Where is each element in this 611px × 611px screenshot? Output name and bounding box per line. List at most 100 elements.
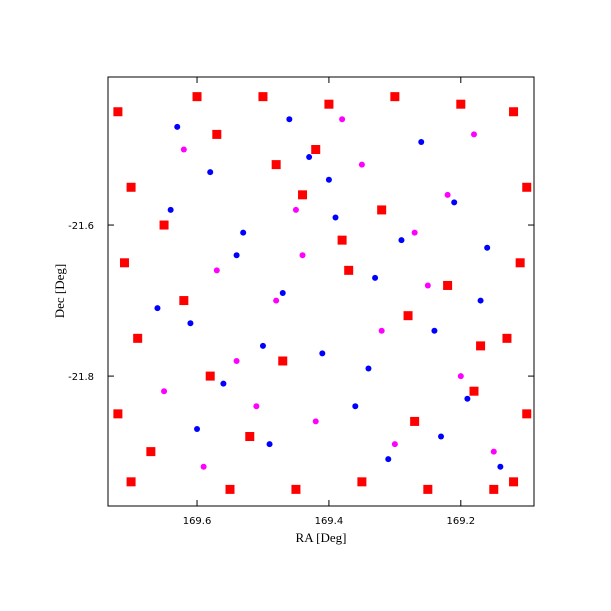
mask-square bbox=[377, 205, 387, 215]
point bbox=[464, 395, 471, 402]
point bbox=[233, 252, 240, 259]
point bbox=[312, 418, 319, 425]
point bbox=[161, 388, 168, 395]
mask-square bbox=[522, 182, 532, 192]
mask-square bbox=[456, 99, 466, 109]
point bbox=[273, 297, 280, 304]
mask-square bbox=[337, 235, 347, 245]
point bbox=[352, 403, 359, 410]
y-tick-label: -21.6 bbox=[68, 221, 94, 232]
point bbox=[365, 365, 372, 372]
point bbox=[378, 327, 385, 334]
x-tick-label: 169.6 bbox=[183, 516, 212, 527]
point bbox=[438, 433, 445, 440]
mask-square bbox=[509, 107, 519, 117]
mask-square bbox=[133, 333, 143, 343]
point bbox=[174, 123, 181, 130]
point bbox=[470, 131, 477, 138]
point bbox=[253, 403, 260, 410]
point bbox=[167, 206, 174, 213]
point bbox=[385, 456, 392, 463]
mask-square bbox=[357, 477, 367, 487]
point bbox=[319, 350, 326, 357]
mask-square bbox=[522, 409, 532, 419]
point bbox=[457, 373, 464, 380]
point bbox=[490, 448, 497, 455]
mask-square bbox=[291, 484, 301, 494]
mask-square bbox=[258, 92, 268, 102]
point bbox=[339, 116, 346, 123]
point bbox=[187, 320, 194, 327]
x-tick-label: 169.2 bbox=[446, 516, 475, 527]
x-axis-label: RA [Deg] bbox=[296, 530, 347, 545]
mask-square bbox=[271, 160, 281, 170]
mask-square bbox=[225, 484, 235, 494]
point bbox=[444, 191, 451, 198]
point bbox=[332, 214, 339, 221]
point bbox=[398, 237, 405, 244]
point bbox=[391, 441, 398, 448]
point bbox=[207, 169, 214, 176]
point bbox=[299, 252, 306, 259]
mask-square bbox=[298, 190, 308, 200]
mask-square bbox=[390, 92, 400, 102]
point bbox=[497, 463, 504, 470]
point bbox=[325, 176, 332, 183]
mask-square bbox=[476, 341, 486, 351]
point bbox=[418, 138, 425, 145]
mask-square bbox=[192, 92, 202, 102]
point bbox=[200, 463, 207, 470]
mask-square bbox=[509, 477, 519, 487]
point bbox=[306, 154, 313, 161]
y-axis-label: Dec [Deg] bbox=[52, 264, 67, 319]
plot-frame bbox=[107, 76, 535, 507]
mask-square bbox=[515, 258, 525, 268]
mask-square bbox=[410, 416, 420, 426]
point bbox=[154, 305, 161, 312]
point bbox=[286, 116, 293, 123]
point bbox=[424, 282, 431, 289]
point bbox=[484, 244, 491, 251]
mask-square bbox=[423, 484, 433, 494]
mask-square bbox=[311, 145, 321, 155]
mask-square bbox=[245, 432, 255, 442]
mask-square bbox=[205, 371, 215, 381]
point bbox=[372, 274, 379, 281]
mask-square bbox=[113, 409, 123, 419]
mask-square bbox=[212, 129, 222, 139]
mask-square bbox=[344, 265, 354, 275]
mask-square bbox=[443, 280, 453, 290]
point bbox=[358, 161, 365, 168]
y-tick-label: -21.8 bbox=[68, 372, 94, 383]
mask-square bbox=[469, 386, 479, 396]
point bbox=[233, 357, 240, 364]
mask-square bbox=[403, 311, 413, 321]
mask-square bbox=[324, 99, 334, 109]
point bbox=[451, 199, 458, 206]
mask-square bbox=[502, 333, 512, 343]
mask-square bbox=[278, 356, 288, 366]
point bbox=[477, 297, 484, 304]
x-tick-label: 169.4 bbox=[315, 516, 344, 527]
point bbox=[411, 229, 418, 236]
point bbox=[431, 327, 438, 334]
point bbox=[240, 229, 247, 236]
mask-square bbox=[126, 477, 136, 487]
point bbox=[266, 441, 273, 448]
mask-square bbox=[146, 447, 156, 457]
mask-square bbox=[119, 258, 129, 268]
mask-square bbox=[179, 296, 189, 306]
point bbox=[259, 342, 266, 349]
mask-square bbox=[159, 220, 169, 230]
point bbox=[292, 206, 299, 213]
point bbox=[194, 425, 201, 432]
mask-square bbox=[489, 484, 499, 494]
point bbox=[180, 146, 187, 153]
point bbox=[279, 290, 286, 297]
point bbox=[220, 380, 227, 387]
mask-square bbox=[126, 182, 136, 192]
mask-square bbox=[113, 107, 123, 117]
point bbox=[213, 267, 220, 274]
